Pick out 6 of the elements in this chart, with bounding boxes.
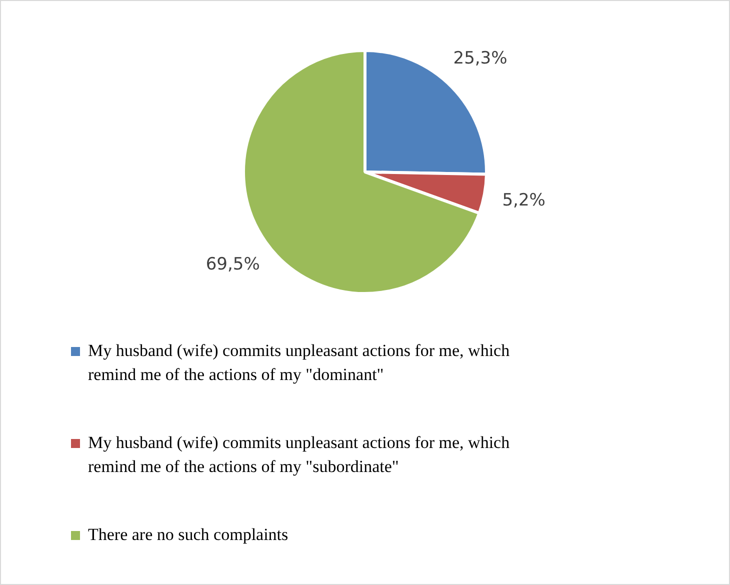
legend-label: My husband (wife) commits unpleasant actions for me, which remind me of the actions of my "dominant"	[88, 340, 511, 386]
data-label: 5,2%	[502, 190, 546, 211]
data-label: 69,5%	[206, 254, 260, 274]
legend-label: My husband (wife) commits unpleasant actions for me, which remind me of the actions of my "subordinate"	[88, 432, 511, 478]
data-label: 25,3%	[453, 48, 508, 68]
legend-label: There are no such complaints	[88, 524, 288, 546]
